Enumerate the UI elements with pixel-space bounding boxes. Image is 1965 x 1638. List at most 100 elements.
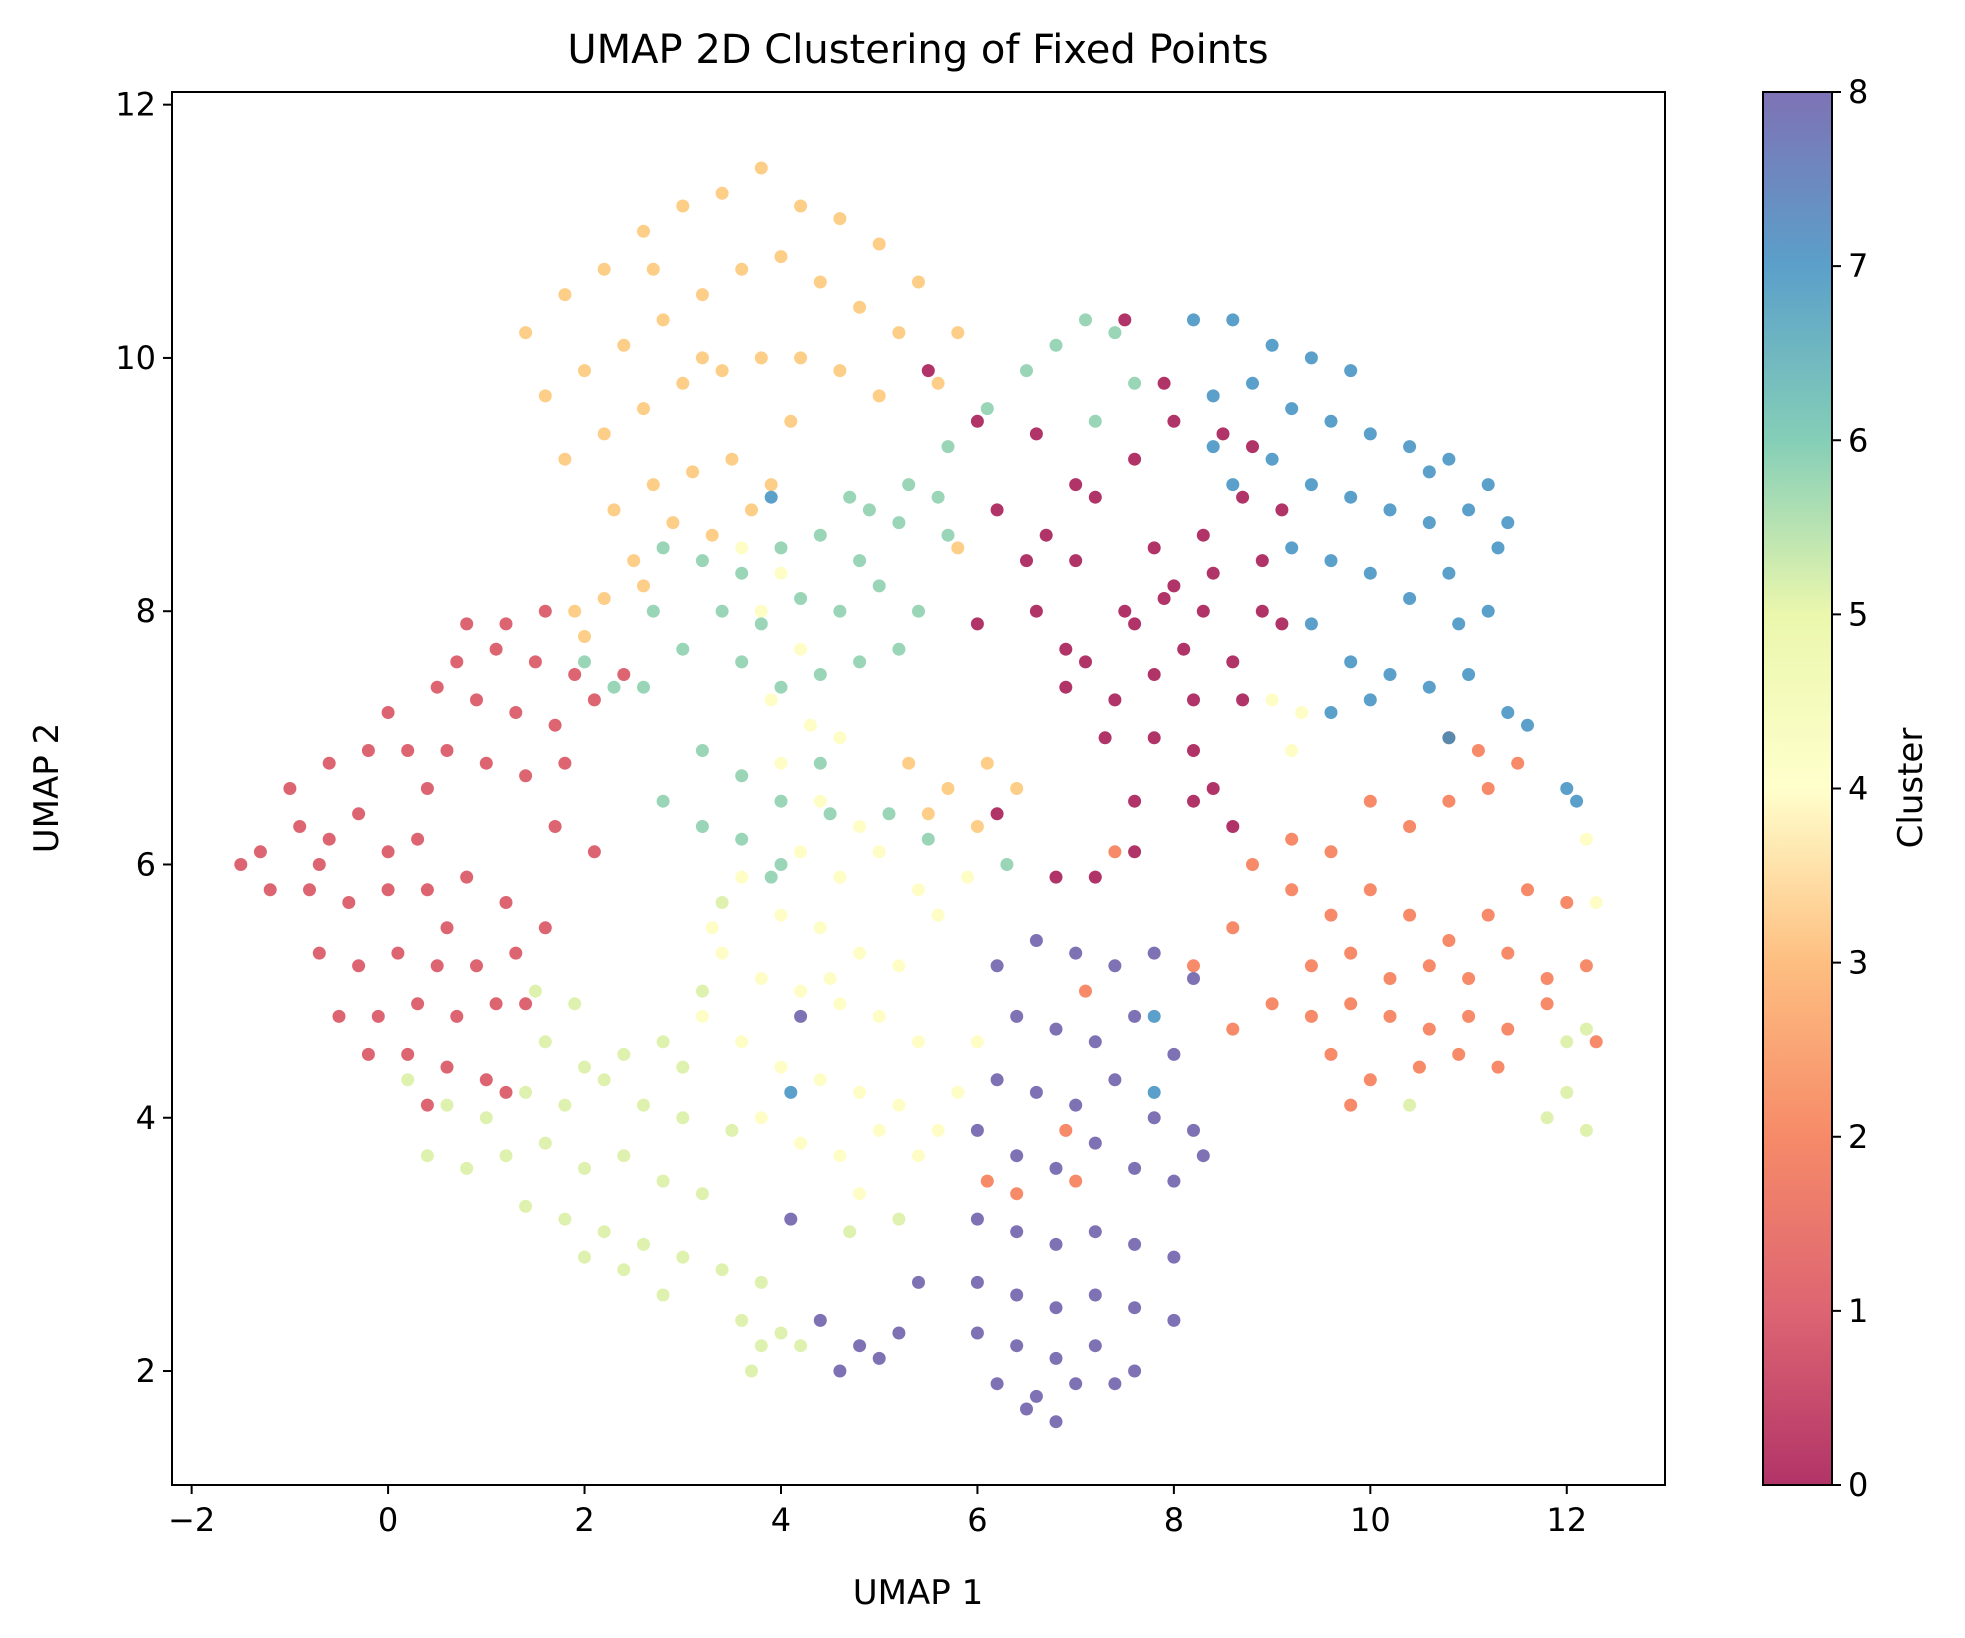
data-point-cluster-4 xyxy=(764,693,778,707)
data-point-cluster-5 xyxy=(499,1149,513,1163)
data-point-cluster-5 xyxy=(440,1098,454,1112)
data-point-cluster-5 xyxy=(568,997,582,1011)
y-tick-label: 8 xyxy=(136,592,156,630)
data-point-cluster-8 xyxy=(1128,1009,1142,1023)
data-point-cluster-6 xyxy=(794,592,808,605)
data-point-cluster-4 xyxy=(912,1149,925,1163)
data-point-cluster-0 xyxy=(1275,503,1289,517)
data-point-cluster-6 xyxy=(735,769,749,783)
data-point-cluster-6 xyxy=(607,680,621,694)
data-point-cluster-3 xyxy=(597,262,611,276)
data-point-cluster-0 xyxy=(1059,680,1073,694)
data-point-cluster-6 xyxy=(931,490,945,504)
data-point-cluster-1 xyxy=(587,693,601,707)
data-point-cluster-8 xyxy=(1029,934,1043,947)
data-point-cluster-0 xyxy=(1128,452,1142,466)
data-point-cluster-2 xyxy=(1226,1022,1240,1036)
y-axis-ticks: 2 4 6 8 10 12 xyxy=(115,86,172,1390)
data-point-cluster-8 xyxy=(1049,1237,1063,1251)
colorbar-tick-label: 1 xyxy=(1848,1292,1868,1330)
data-point-cluster-3 xyxy=(872,237,886,251)
data-point-cluster-2 xyxy=(1324,1047,1338,1061)
data-point-cluster-8 xyxy=(853,1339,867,1353)
data-point-cluster-5 xyxy=(715,896,729,909)
data-point-cluster-8 xyxy=(1010,1225,1024,1239)
data-point-cluster-4 xyxy=(1285,744,1299,757)
data-point-cluster-7 xyxy=(1187,313,1200,327)
data-point-cluster-8 xyxy=(1088,1136,1102,1150)
data-point-cluster-2 xyxy=(1285,883,1299,897)
data-point-cluster-6 xyxy=(843,490,857,504)
data-point-cluster-7 xyxy=(1422,465,1436,479)
data-point-cluster-7 xyxy=(1206,440,1220,454)
data-point-cluster-5 xyxy=(695,984,709,998)
data-point-cluster-1 xyxy=(332,1009,346,1023)
data-point-cluster-6 xyxy=(882,807,896,821)
data-point-cluster-5 xyxy=(745,1364,758,1378)
data-point-cluster-7 xyxy=(1226,478,1240,492)
data-point-cluster-7 xyxy=(784,1085,798,1099)
data-point-cluster-8 xyxy=(1128,1364,1142,1378)
data-point-cluster-1 xyxy=(303,883,316,897)
data-point-cluster-0 xyxy=(1167,579,1181,593)
data-point-cluster-6 xyxy=(912,604,925,618)
data-point-cluster-8 xyxy=(1049,1351,1063,1365)
data-point-cluster-3 xyxy=(813,275,827,289)
data-point-cluster-6 xyxy=(892,642,906,656)
data-point-cluster-8 xyxy=(1196,1149,1210,1163)
data-point-cluster-8 xyxy=(1049,1415,1063,1429)
data-point-cluster-7 xyxy=(1422,680,1436,694)
data-point-cluster-4 xyxy=(1295,706,1309,719)
points-layer xyxy=(234,161,1603,1429)
x-axis-ticks: −2 0 2 4 6 8 10 12 xyxy=(168,1485,1587,1539)
data-point-cluster-4 xyxy=(931,908,945,922)
data-point-cluster-2 xyxy=(1422,959,1436,973)
data-point-cluster-1 xyxy=(519,997,533,1011)
data-point-cluster-7 xyxy=(1265,452,1279,466)
data-point-cluster-1 xyxy=(499,617,513,631)
data-point-cluster-8 xyxy=(1147,946,1161,960)
data-point-cluster-2 xyxy=(1462,972,1476,985)
data-point-cluster-3 xyxy=(754,161,768,175)
data-point-cluster-4 xyxy=(931,1123,945,1137)
data-point-cluster-8 xyxy=(990,1377,1004,1391)
data-point-cluster-5 xyxy=(1560,1085,1574,1099)
data-point-cluster-3 xyxy=(538,389,552,403)
data-point-cluster-7 xyxy=(1285,402,1299,416)
data-point-cluster-5 xyxy=(420,1149,434,1163)
data-point-cluster-1 xyxy=(470,959,483,973)
data-point-cluster-8 xyxy=(1088,1339,1102,1353)
data-point-cluster-6 xyxy=(1108,326,1122,340)
data-point-cluster-5 xyxy=(401,1073,415,1087)
data-point-cluster-6 xyxy=(872,579,886,593)
data-point-cluster-4 xyxy=(804,718,817,732)
data-point-cluster-7 xyxy=(1363,566,1377,580)
data-point-cluster-3 xyxy=(892,326,906,340)
data-point-cluster-4 xyxy=(912,883,925,897)
data-point-cluster-0 xyxy=(1255,604,1269,618)
data-point-cluster-4 xyxy=(872,1123,886,1137)
data-point-cluster-1 xyxy=(381,845,395,859)
data-point-cluster-3 xyxy=(568,604,582,618)
data-point-cluster-8 xyxy=(1128,1301,1142,1315)
data-point-cluster-6 xyxy=(813,528,827,542)
data-point-cluster-6 xyxy=(656,794,670,808)
data-point-cluster-2 xyxy=(1501,946,1515,960)
data-point-cluster-1 xyxy=(470,693,483,707)
data-point-cluster-8 xyxy=(1167,1250,1181,1264)
data-point-cluster-0 xyxy=(1147,541,1161,555)
data-point-cluster-3 xyxy=(745,503,758,517)
data-point-cluster-3 xyxy=(695,288,709,302)
data-point-cluster-5 xyxy=(1560,1035,1574,1049)
data-point-cluster-3 xyxy=(666,516,680,530)
data-point-cluster-4 xyxy=(853,1187,867,1201)
data-point-cluster-1 xyxy=(617,668,631,681)
data-point-cluster-6 xyxy=(823,807,837,821)
data-point-cluster-0 xyxy=(1088,490,1102,504)
data-point-cluster-0 xyxy=(1255,554,1269,568)
data-point-cluster-7 xyxy=(1422,516,1436,530)
data-point-cluster-5 xyxy=(519,1085,533,1099)
data-point-cluster-5 xyxy=(578,1060,591,1074)
data-point-cluster-1 xyxy=(401,744,415,757)
data-point-cluster-6 xyxy=(774,858,788,871)
